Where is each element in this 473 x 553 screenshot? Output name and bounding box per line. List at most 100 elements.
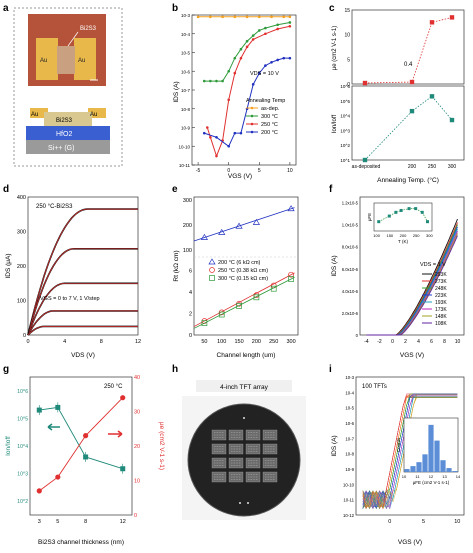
panel-f-inset-point	[414, 207, 418, 211]
panel-i-inset-xtick: 14	[456, 474, 461, 479]
panel-b-ytick-label: 10-4	[181, 32, 191, 37]
panel-i-ytick: 10-3	[345, 375, 354, 380]
panel-b-point	[233, 56, 237, 60]
panel-b-xtick-label: 5	[258, 168, 261, 174]
panel-b-legend-label: 250 °C	[261, 122, 278, 128]
stack-bi2s3	[44, 112, 92, 126]
panel-c-top-ytick: 5	[347, 57, 350, 63]
panel-b-point	[257, 29, 261, 32]
panel-f-ytick: 0	[356, 333, 359, 338]
panel-b-point	[264, 64, 267, 67]
panel-g-xtick: 8	[84, 519, 87, 525]
panel-c-bottom-ytick: 10^2	[340, 143, 350, 148]
panel-b-point	[251, 83, 255, 86]
panel-d-axes	[27, 196, 139, 336]
stack-hfo2-label: HfO2	[56, 131, 72, 138]
stack-bi2s3-label: Bi2S3	[56, 118, 73, 124]
panel-c-plot: 0 5 10 15 10^6 10^5 10^4 10^3 10^2 10^1as-deposit…	[340, 8, 456, 170]
panel-f-inset-point	[407, 207, 411, 211]
panel-f: -4 -2 0 2 4 6 8 1002.0x10-64.0x10-66.0x10-68.0x…	[331, 196, 465, 359]
panel-f-xtick: 10	[455, 339, 461, 345]
panel-g-left-point	[55, 404, 61, 410]
panel-c-annotation: 0.4	[404, 62, 413, 68]
panel-c-top-point	[429, 20, 435, 25]
panel-g-left-point	[83, 454, 89, 460]
au-pad-right	[74, 38, 96, 80]
panel-g-xtick: 12	[120, 519, 126, 525]
panel-i-ytick: 10-6	[345, 421, 354, 426]
panel-e-xtick: 150	[234, 339, 243, 345]
panel-label-a: a	[3, 3, 9, 14]
panel-label-i: i	[329, 364, 332, 375]
panel-d-ytick: 400	[17, 195, 26, 201]
panel-b-yticks: 10-3 10-4 10-5 10-6 10-7 10-8 10-9 10-10 10-11	[178, 13, 195, 168]
panel-label-g: g	[3, 364, 9, 375]
panel-f-inset-xtick: 200	[400, 233, 407, 238]
panel-i-inset-xtick: 12	[429, 474, 434, 479]
panel-b-point	[276, 58, 279, 62]
panel-b-legend-marker	[250, 122, 254, 126]
panel-b-ytick-label: 10-9	[181, 126, 191, 131]
stack-si-label: Si++ (G)	[48, 145, 74, 152]
panel-e-legend-marker	[208, 258, 216, 265]
caption-box	[196, 380, 292, 392]
panel-i-plot: 0 5 10 10-3 10-4 10-5 10-6 10-7 10-8 10-9 10-10 10-…	[343, 375, 460, 525]
panel-d: 0 4 8 12 0 100 200 300 400 250 °C-Bi2S3 VGS = 0 …	[5, 195, 141, 359]
panel-b-legend-label: 200 °C	[261, 130, 278, 136]
panel-f-xtick: 4	[417, 339, 420, 345]
panel-e-fit-line	[193, 272, 295, 327]
panel-c-top-ylabel: μe (cm2 V-1 s-1)	[332, 26, 338, 70]
panel-i-inset-xtick: 10	[402, 474, 407, 479]
panel-e-point	[236, 303, 242, 309]
panel-f-inset-point	[377, 220, 381, 224]
panel-g-left-ytick: 10^5	[17, 416, 28, 422]
panel-d-ytick: 200	[17, 264, 26, 270]
panel-d-ytick: 300	[17, 230, 26, 236]
panel-g-right-point	[83, 433, 89, 439]
panel-i-histogram-bar	[434, 440, 440, 472]
panel-f-xtick: 2	[404, 339, 407, 345]
panel-e-xtick: 200	[252, 339, 261, 345]
panel-b-point	[239, 131, 243, 135]
panel-c-xtick: 250	[428, 164, 437, 170]
panel-i-histogram-bar	[410, 466, 416, 472]
panel-f-inset-frame	[373, 202, 433, 232]
panel-d-model-curve	[27, 282, 138, 336]
panel-b-point	[257, 71, 261, 75]
panel-d-measured-curve	[27, 248, 138, 336]
panel-i-histogram-bar	[404, 469, 410, 472]
panel-b-point	[270, 61, 273, 64]
panel-d-ytick: 100	[17, 299, 26, 305]
panel-d-model-curve	[27, 208, 138, 336]
panel-g-right-ytick: 0	[134, 513, 137, 519]
panel-i-axes	[355, 376, 465, 516]
panel-e-xlabel: Channel length (um)	[217, 352, 276, 359]
panel-e-legend-label: 250 °C (0.38 kΩ cm)	[218, 268, 268, 274]
panel-e-fit-line	[193, 276, 295, 329]
panel-b-point	[245, 45, 249, 49]
panel-e-point	[218, 311, 225, 318]
panel-b-point	[270, 15, 273, 19]
panel-d-xtick: 4	[63, 339, 66, 345]
panel-g-right-ytick: 10	[134, 479, 140, 485]
panel-g-xlabel: Bi2S3 channel thickness (nm)	[38, 539, 124, 546]
panel-c-bottom-ytick: 10^4	[340, 114, 350, 119]
panel-f-inset-xtick: 250	[413, 233, 420, 238]
panel-f-inset-xtick: 150	[386, 233, 393, 238]
panel-i-inset: 10 11 12 13 14 μFE (cm2 V-1 s-1) Counts	[396, 417, 461, 485]
panel-i-ytick: 10-5	[345, 406, 354, 411]
panel-label-f: f	[329, 184, 333, 195]
panel-i-histogram-bar	[416, 462, 422, 472]
panel-e-point	[288, 276, 294, 282]
panel-b-point	[276, 27, 279, 31]
panel-g: 3 5 8 12 10^6 10^5 10^4 10^3 10^2 0 10 20 30 40 250 °…	[5, 375, 165, 546]
panel-label-h: h	[172, 364, 178, 375]
panel-f-curve	[366, 235, 458, 336]
panel-g-plot: 3 5 8 12 10^6 10^5 10^4 10^3 10^2 0 10 20 30 40	[17, 375, 140, 525]
panel-label-c: c	[329, 3, 335, 14]
panel-i-xtick: 10	[454, 519, 460, 525]
panel-g-left-ytick: 10^2	[17, 499, 28, 505]
wafer-device-array	[211, 417, 278, 504]
panel-f-xtick: -2	[377, 339, 382, 345]
panel-f-inset-xtick: 300	[426, 233, 433, 238]
